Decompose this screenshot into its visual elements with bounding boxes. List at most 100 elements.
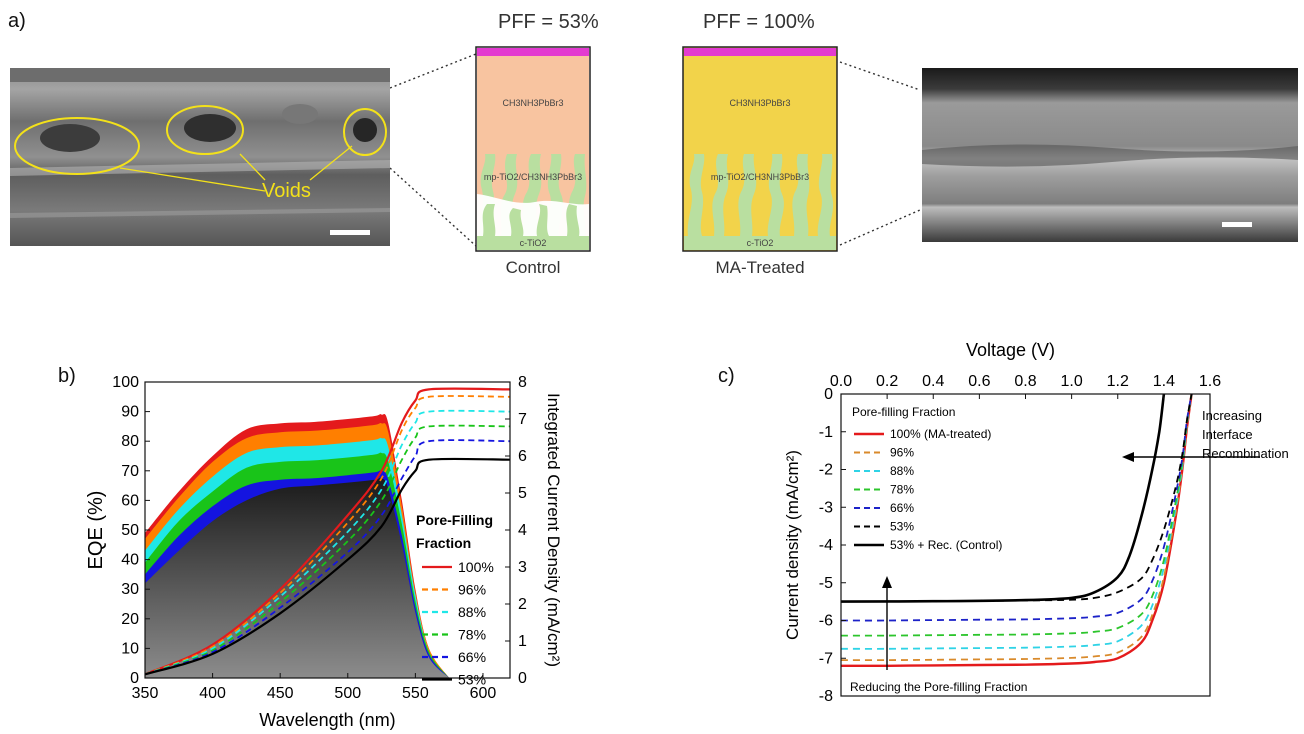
legend-label: 88% bbox=[890, 464, 914, 478]
recombination-arrow-head bbox=[1122, 452, 1134, 462]
jv-chart: 0.0 0.2 0.4 0.6 0.8 1.0 1.2 1.4 1.6 0 -1 -2 -3 -4 -5 -6… bbox=[783, 340, 1289, 705]
x-tick-label: 0.0 bbox=[830, 373, 852, 390]
annotation-recombination-line: Recombination bbox=[1202, 446, 1289, 461]
y-tick-label: -2 bbox=[819, 462, 833, 479]
legend-label: 78% bbox=[890, 483, 914, 497]
y-tick-label: -5 bbox=[819, 575, 833, 592]
control-layer-top: CH3NH3PbBr3 bbox=[502, 98, 564, 108]
y-right-tick-label: 3 bbox=[518, 559, 527, 576]
y-right-axis-label: Integrated Current Density (mA/cm²) bbox=[544, 393, 563, 667]
y-right-tick-label: 6 bbox=[518, 448, 527, 465]
legend-label: 88% bbox=[458, 604, 486, 620]
x-tick-label: 1.6 bbox=[1199, 373, 1221, 390]
legend-title-line-1: Pore-Filling bbox=[416, 512, 493, 528]
legend-label: 53% bbox=[458, 672, 486, 688]
control-layer-bottom: c-TiO2 bbox=[519, 238, 547, 248]
y-left-tick-label: 20 bbox=[121, 611, 139, 628]
y-left-axis-label: EQE (%) bbox=[85, 491, 107, 570]
y-left-tick-label: 0 bbox=[130, 670, 139, 687]
control-caption: Control bbox=[505, 258, 561, 277]
y-right-tick-label: 5 bbox=[518, 485, 527, 502]
y-tick-label: -3 bbox=[819, 499, 833, 516]
integrated-current-line-78pct bbox=[144, 424, 511, 676]
y-right-tick-label: 1 bbox=[518, 633, 527, 650]
legend-title-line-2: Fraction bbox=[416, 535, 471, 551]
legend-label: 100% bbox=[458, 559, 494, 575]
integrated-current-line-100pct bbox=[144, 387, 511, 676]
y-right-tick-label: 2 bbox=[518, 596, 527, 613]
y-right-tick-label: 4 bbox=[518, 522, 527, 539]
treated-schematic bbox=[682, 46, 838, 252]
annotation-recombination-line: Increasing bbox=[1202, 408, 1262, 423]
x-tick-label: 0.8 bbox=[1014, 373, 1036, 390]
sem-image-treated-drawing bbox=[922, 68, 1298, 242]
x-tick-label: 500 bbox=[334, 685, 361, 702]
integrated-current-line-66pct bbox=[144, 439, 511, 676]
x-tick-label: 1.0 bbox=[1061, 373, 1083, 390]
jv-curve-96pct bbox=[840, 393, 1193, 662]
y-tick-label: -6 bbox=[819, 613, 833, 630]
y-tick-label: -7 bbox=[819, 650, 833, 667]
legend-title: Pore-filling Fraction bbox=[852, 405, 955, 419]
y-right-tick-label: 0 bbox=[518, 670, 527, 687]
integrated-current-line-96pct bbox=[144, 395, 511, 676]
legend-label: 96% bbox=[890, 446, 914, 460]
y-left-tick-label: 50 bbox=[121, 522, 139, 539]
x-tick-label: 600 bbox=[470, 685, 497, 702]
annotation-pore-filling: Reducing the Pore-filling Fraction bbox=[850, 680, 1027, 694]
jv-curve-100pct bbox=[840, 393, 1193, 668]
y-left-tick-label: 80 bbox=[121, 433, 139, 450]
x-axis-label: Wavelength (nm) bbox=[259, 710, 395, 730]
legend-label: 100% (MA-treated) bbox=[890, 427, 991, 441]
legend-label: 53% bbox=[890, 520, 914, 534]
void-markers bbox=[14, 105, 387, 192]
pff-treated-label: PFF = 100% bbox=[703, 11, 815, 33]
treated-layer-bottom: c-TiO2 bbox=[746, 238, 774, 248]
treated-caption: MA-Treated bbox=[715, 258, 805, 277]
panel-a-label: a) bbox=[8, 10, 26, 32]
x-tick-label: 550 bbox=[402, 685, 429, 702]
y-right-tick-label: 7 bbox=[518, 411, 527, 428]
x-tick-label: 350 bbox=[132, 685, 159, 702]
legend-label: 66% bbox=[890, 501, 914, 515]
x-tick-label: 1.2 bbox=[1107, 373, 1129, 390]
panel-c-label: c) bbox=[718, 365, 735, 387]
pore-arrow-head bbox=[882, 576, 892, 588]
y-right-tick-label: 8 bbox=[518, 374, 527, 391]
legend-label: 78% bbox=[458, 627, 486, 643]
x-axis-label: Voltage (V) bbox=[966, 340, 1055, 360]
jv-curve-78pct bbox=[840, 393, 1193, 637]
pff-control-label: PFF = 53% bbox=[498, 11, 599, 33]
treated-layer-mid: mp-TiO2/CH3NH3PbBr3 bbox=[710, 172, 810, 182]
y-left-tick-label: 30 bbox=[121, 581, 139, 598]
x-tick-label: 0.4 bbox=[922, 373, 944, 390]
x-tick-label: 450 bbox=[267, 685, 294, 702]
panel-b-label: b) bbox=[58, 365, 76, 387]
legend-label: 53% + Rec. (Control) bbox=[890, 538, 1002, 552]
treated-layer-top: CH3NH3PbBr3 bbox=[729, 98, 791, 108]
y-tick-label: 0 bbox=[824, 386, 833, 403]
jv-curve-control bbox=[840, 393, 1166, 603]
jv-curve-66pct bbox=[840, 393, 1193, 622]
y-tick-label: -8 bbox=[819, 688, 833, 705]
sem-image-treated bbox=[922, 68, 1298, 242]
annotation-recombination-line: Interface bbox=[1202, 427, 1253, 442]
legend-label: 96% bbox=[458, 582, 486, 598]
y-left-tick-label: 10 bbox=[121, 640, 139, 657]
x-tick-label: 0.2 bbox=[876, 373, 898, 390]
jv-curve-53pct bbox=[840, 393, 1193, 603]
control-schematic bbox=[475, 46, 591, 252]
y-left-tick-label: 100 bbox=[112, 374, 139, 391]
voids-label: Voids bbox=[262, 180, 311, 202]
connector-left bbox=[390, 53, 477, 247]
control-layer-mid: mp-TiO2/CH3NH3PbBr3 bbox=[483, 172, 583, 182]
y-left-tick-label: 70 bbox=[121, 463, 139, 480]
y-left-tick-label: 90 bbox=[121, 404, 139, 421]
y-left-tick-label: 40 bbox=[121, 552, 139, 569]
x-tick-label: 400 bbox=[199, 685, 226, 702]
eqe-chart: 350 400 450 500 550 6000102030405060708090100… bbox=[85, 374, 563, 730]
x-tick-label: 0.6 bbox=[968, 373, 990, 390]
y-left-tick-label: 60 bbox=[121, 492, 139, 509]
integrated-current-line-53pct bbox=[144, 457, 511, 676]
y-tick-label: -1 bbox=[819, 424, 833, 441]
